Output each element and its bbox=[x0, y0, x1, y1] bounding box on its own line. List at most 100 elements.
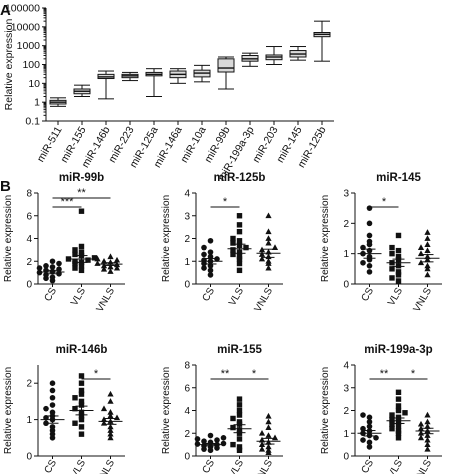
b-significance-label: *** bbox=[61, 196, 75, 208]
data-point bbox=[49, 258, 56, 265]
b-group-vnls-mir-145 bbox=[415, 229, 440, 278]
b-x-tick-label: CS bbox=[360, 286, 377, 304]
data-point bbox=[271, 434, 279, 441]
b-group-cs-mir-199a-3p bbox=[357, 412, 382, 450]
data-point bbox=[113, 264, 121, 271]
b-group-vls-mir-125b bbox=[227, 213, 252, 274]
data-point bbox=[243, 244, 249, 251]
b-group-cs-mir-146b bbox=[40, 380, 65, 441]
b-y-axis-title: Relative expression bbox=[320, 195, 331, 282]
data-point bbox=[236, 222, 243, 228]
data-point bbox=[236, 260, 243, 267]
data-point bbox=[107, 423, 114, 430]
b-y-tick-label: 0 bbox=[343, 280, 349, 291]
a-box-mir-223 bbox=[121, 71, 139, 82]
b-significance-label: ** bbox=[221, 368, 230, 380]
b-y-axis-title: Relative expression bbox=[3, 195, 14, 282]
data-point bbox=[265, 424, 272, 430]
data-point bbox=[395, 254, 402, 260]
b-x-tick-label: VNLS bbox=[253, 458, 276, 474]
data-point bbox=[395, 435, 402, 441]
data-point bbox=[43, 405, 49, 412]
data-point bbox=[230, 441, 236, 448]
data-point bbox=[94, 255, 101, 262]
a-y-tick-label: 10 bbox=[28, 78, 40, 90]
data-point bbox=[85, 257, 91, 263]
data-point bbox=[389, 250, 395, 257]
b-y-axis-title: Relative expression bbox=[3, 367, 14, 454]
data-point bbox=[389, 421, 395, 427]
data-point bbox=[395, 272, 402, 278]
b-group-cs-mir-99b bbox=[36, 258, 65, 284]
b-y-axis-title: Relative expression bbox=[161, 195, 172, 282]
data-point bbox=[107, 412, 114, 419]
b-x-tick-label: CS bbox=[43, 286, 60, 304]
data-point bbox=[236, 254, 243, 260]
b-x-tick-label: VLS bbox=[386, 286, 405, 308]
data-point bbox=[201, 265, 207, 271]
a-y-tick-label: 0.1 bbox=[25, 116, 40, 128]
data-point bbox=[107, 398, 114, 404]
b-group-vls-mir-99b bbox=[65, 208, 98, 274]
data-point bbox=[366, 439, 373, 446]
data-point bbox=[194, 441, 201, 447]
a-box-mir-10a bbox=[193, 64, 211, 83]
data-point bbox=[236, 238, 243, 244]
data-point bbox=[366, 444, 373, 450]
a-box-mir-125b bbox=[313, 20, 331, 62]
b-x-tick-label: VLS bbox=[227, 286, 246, 308]
data-point bbox=[49, 402, 56, 408]
a-y-tick-label: 100 bbox=[22, 59, 40, 71]
data-point bbox=[236, 402, 243, 408]
data-point bbox=[265, 257, 272, 264]
data-point bbox=[366, 220, 373, 227]
data-point bbox=[78, 431, 85, 437]
b-group-cs-mir-155 bbox=[194, 432, 227, 454]
data-point bbox=[395, 423, 402, 430]
b-y-tick-label: 2 bbox=[184, 429, 190, 440]
b-significance-label: ** bbox=[77, 187, 86, 199]
data-point bbox=[366, 423, 373, 430]
b-plot-title-mir-155: miR-155 bbox=[217, 344, 262, 356]
data-point bbox=[113, 414, 121, 421]
b-y-tick-label: 0 bbox=[26, 452, 32, 463]
data-point bbox=[258, 246, 266, 253]
data-point bbox=[78, 263, 85, 269]
data-point bbox=[395, 396, 402, 402]
b-y-tick-label: 4 bbox=[343, 361, 349, 372]
data-point bbox=[214, 437, 220, 443]
b-x-tick-label: CS bbox=[201, 286, 218, 304]
b-x-tick-label: VNLS bbox=[412, 458, 435, 474]
data-point bbox=[36, 269, 43, 276]
data-point bbox=[265, 212, 272, 219]
b-plot-title-mir-125b: miR-125b bbox=[214, 172, 266, 184]
data-point bbox=[395, 389, 402, 395]
data-point bbox=[417, 259, 425, 266]
data-point bbox=[236, 407, 243, 414]
data-point bbox=[424, 229, 431, 235]
data-point bbox=[395, 269, 402, 275]
b-group-vls-mir-145 bbox=[386, 232, 411, 284]
data-point bbox=[78, 267, 85, 274]
data-point bbox=[236, 213, 243, 219]
data-point bbox=[265, 264, 272, 271]
data-point bbox=[424, 418, 431, 425]
data-point bbox=[236, 396, 243, 402]
data-point bbox=[424, 247, 431, 254]
b-significance-label: ** bbox=[380, 368, 389, 380]
b-x-tick-label: VLS bbox=[227, 458, 246, 474]
data-point bbox=[36, 265, 43, 271]
data-point bbox=[230, 251, 236, 258]
data-point bbox=[265, 443, 272, 450]
data-point bbox=[100, 262, 108, 269]
data-point bbox=[207, 272, 214, 278]
data-point bbox=[107, 268, 114, 274]
data-point bbox=[424, 445, 431, 452]
data-point bbox=[395, 428, 402, 434]
data-point bbox=[230, 247, 236, 253]
data-point bbox=[424, 432, 431, 438]
a-box-mir-125a bbox=[145, 68, 163, 97]
b-x-tick-label: CS bbox=[360, 458, 377, 474]
data-point bbox=[65, 256, 72, 262]
b-y-axis-title: Relative expression bbox=[320, 367, 331, 454]
